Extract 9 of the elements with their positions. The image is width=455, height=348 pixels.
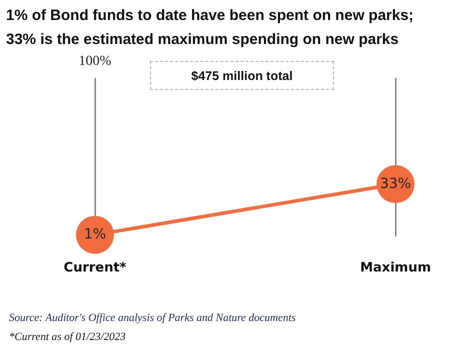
annotation: $475 million total [150, 61, 334, 90]
x-tick-label: Current* [64, 260, 127, 276]
x-tick-label: Maximum [360, 260, 432, 276]
text: 100% [78, 54, 112, 70]
chart-title: 1% of Bond funds to date have been spent on new parks; 33% is the estimated maximum spending on new parks [6, 6, 415, 50]
source-note: Source: Auditor's Office analysis of Parks and Nature documents [9, 312, 296, 324]
data-label: 1% [84, 226, 106, 242]
text: *Current as of 01/23/2023 [9, 331, 126, 343]
data-label: 33% [380, 176, 412, 192]
